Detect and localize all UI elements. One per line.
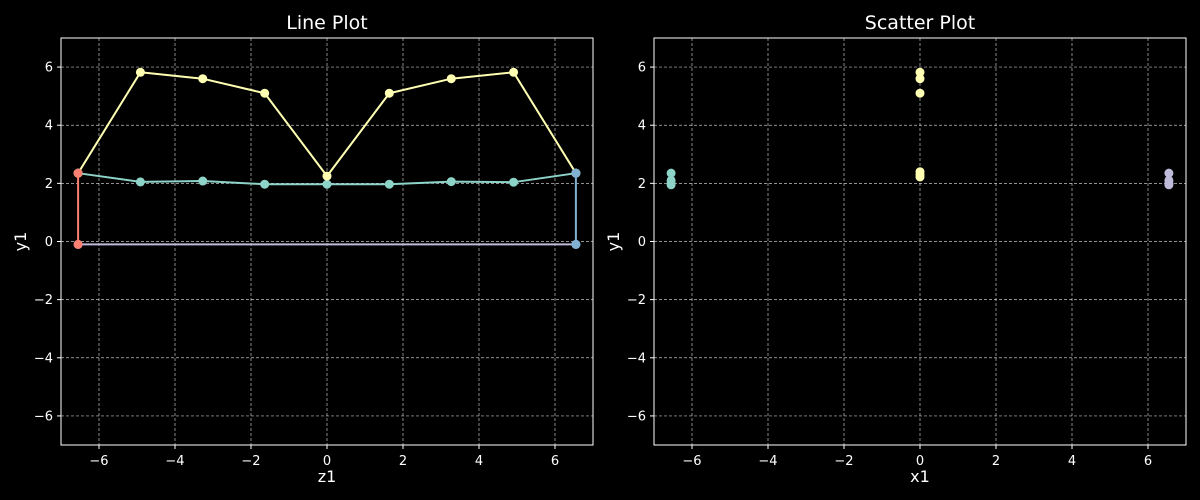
line-plot-xtick-label-0: −6 xyxy=(89,454,108,469)
line-plot-ytick-label-4: 2 xyxy=(45,177,53,192)
line-plot-series-3-point-1 xyxy=(73,168,83,178)
scatter-plot-series-0 xyxy=(666,168,676,190)
scatter-plot-title: Scatter Plot xyxy=(865,12,975,34)
line-plot-ytick-label-6: 6 xyxy=(45,61,53,76)
line-plot-ytick-label-2: −2 xyxy=(34,293,53,308)
line-plot-xtick-label-4: 2 xyxy=(399,454,407,469)
line-plot-xtick-label-3: 0 xyxy=(323,454,331,469)
line-plot-series-1-point-6 xyxy=(446,74,456,84)
line-plot-series-3-point-0 xyxy=(73,239,83,249)
scatter-plot-series-1-point-0 xyxy=(915,67,925,77)
scatter-plot-xtick-label-0: −6 xyxy=(682,454,701,469)
line-plot-series-0-point-5 xyxy=(384,179,394,189)
scatter-plot-series-1-point-2 xyxy=(915,88,925,98)
line-plot-series-1-point-1 xyxy=(135,67,145,77)
scatter-plot-ytick-label-6: 6 xyxy=(638,61,646,76)
line-plot-series-0-point-4 xyxy=(322,179,332,189)
line-plot-ytick-label-5: 4 xyxy=(45,119,53,134)
line-plot-xtick-label-6: 6 xyxy=(551,454,559,469)
scatter-plot-ytick-label-4: 2 xyxy=(638,177,646,192)
line-plot-xtick-label-2: −2 xyxy=(241,454,260,469)
line-plot-xtick-label-1: −4 xyxy=(165,454,184,469)
scatter-plot-xtick-label-2: −2 xyxy=(834,454,853,469)
line-plot-ylabel: y1 xyxy=(11,232,30,252)
line-plot-ytick-label-3: 0 xyxy=(45,235,53,250)
line-plot-ytick-label-0: −6 xyxy=(34,409,53,424)
line-plot-series-0-point-2 xyxy=(198,176,208,186)
scatter-plot-series-0-point-3 xyxy=(666,180,676,190)
line-plot-series-1-point-3 xyxy=(260,88,270,98)
line-plot-series-0-point-7 xyxy=(509,177,519,187)
line-plot-series-1-point-2 xyxy=(198,74,208,84)
line-plot-series-4-point-0 xyxy=(571,239,581,249)
line-plot-chart: −6 −4 −2 0 2 4 6 −6 −4 −2 0 2 4 6 Line Plot z1 y1 xyxy=(11,12,594,486)
scatter-plot-series-1-point-5 xyxy=(915,172,925,182)
scatter-plot-series-0-point-0 xyxy=(666,168,676,178)
line-plot-series-0-point-6 xyxy=(446,177,456,187)
scatter-plot-ytick-label-2: −2 xyxy=(627,293,646,308)
scatter-plot-xtick-label-1: −4 xyxy=(758,454,777,469)
line-plot-series-0 xyxy=(73,168,581,189)
scatter-plot-series-2 xyxy=(1164,168,1174,190)
scatter-plot-series-2-point-3 xyxy=(1164,180,1174,190)
scatter-plot-xtick-label-6: 6 xyxy=(1144,454,1152,469)
scatter-plot-series-2-point-0 xyxy=(1164,168,1174,178)
scatter-plot-xtick-label-3: 0 xyxy=(916,454,924,469)
line-plot-series-1-point-7 xyxy=(509,67,519,77)
scatter-plot-series-1 xyxy=(915,67,925,182)
scatter-plot-series-1-point-1 xyxy=(915,74,925,84)
line-plot-series-0-point-1 xyxy=(135,177,145,187)
line-plot-xlabel: z1 xyxy=(318,467,337,486)
scatter-plot-xtick-label-5: 4 xyxy=(1068,454,1076,469)
scatter-plot-ytick-label-3: 0 xyxy=(638,235,646,250)
line-plot-series-4 xyxy=(571,168,581,249)
line-plot-title: Line Plot xyxy=(286,12,367,34)
scatter-plot-xlabel: x1 xyxy=(910,467,930,486)
scatter-plot-chart: −6 −4 −2 0 2 4 6 −6 −4 −2 0 2 4 6 Scatter Plot x1 y1 xyxy=(604,12,1187,486)
line-plot-series-3 xyxy=(73,168,83,249)
line-plot-series-4-point-1 xyxy=(571,168,581,178)
line-plot-ytick-label-1: −4 xyxy=(34,351,53,366)
scatter-plot-ytick-label-5: 4 xyxy=(638,119,646,134)
scatter-plot-ytick-label-1: −4 xyxy=(627,351,646,366)
line-plot-xtick-label-5: 4 xyxy=(475,454,483,469)
scatter-plot-ytick-label-0: −6 xyxy=(627,409,646,424)
line-plot-series-1-point-5 xyxy=(384,88,394,98)
scatter-plot-xtick-label-4: 2 xyxy=(992,454,1000,469)
line-plot-series-0-point-3 xyxy=(260,179,270,189)
scatter-plot-ylabel: y1 xyxy=(604,232,623,252)
line-plot-series-1-point-4 xyxy=(322,171,332,181)
